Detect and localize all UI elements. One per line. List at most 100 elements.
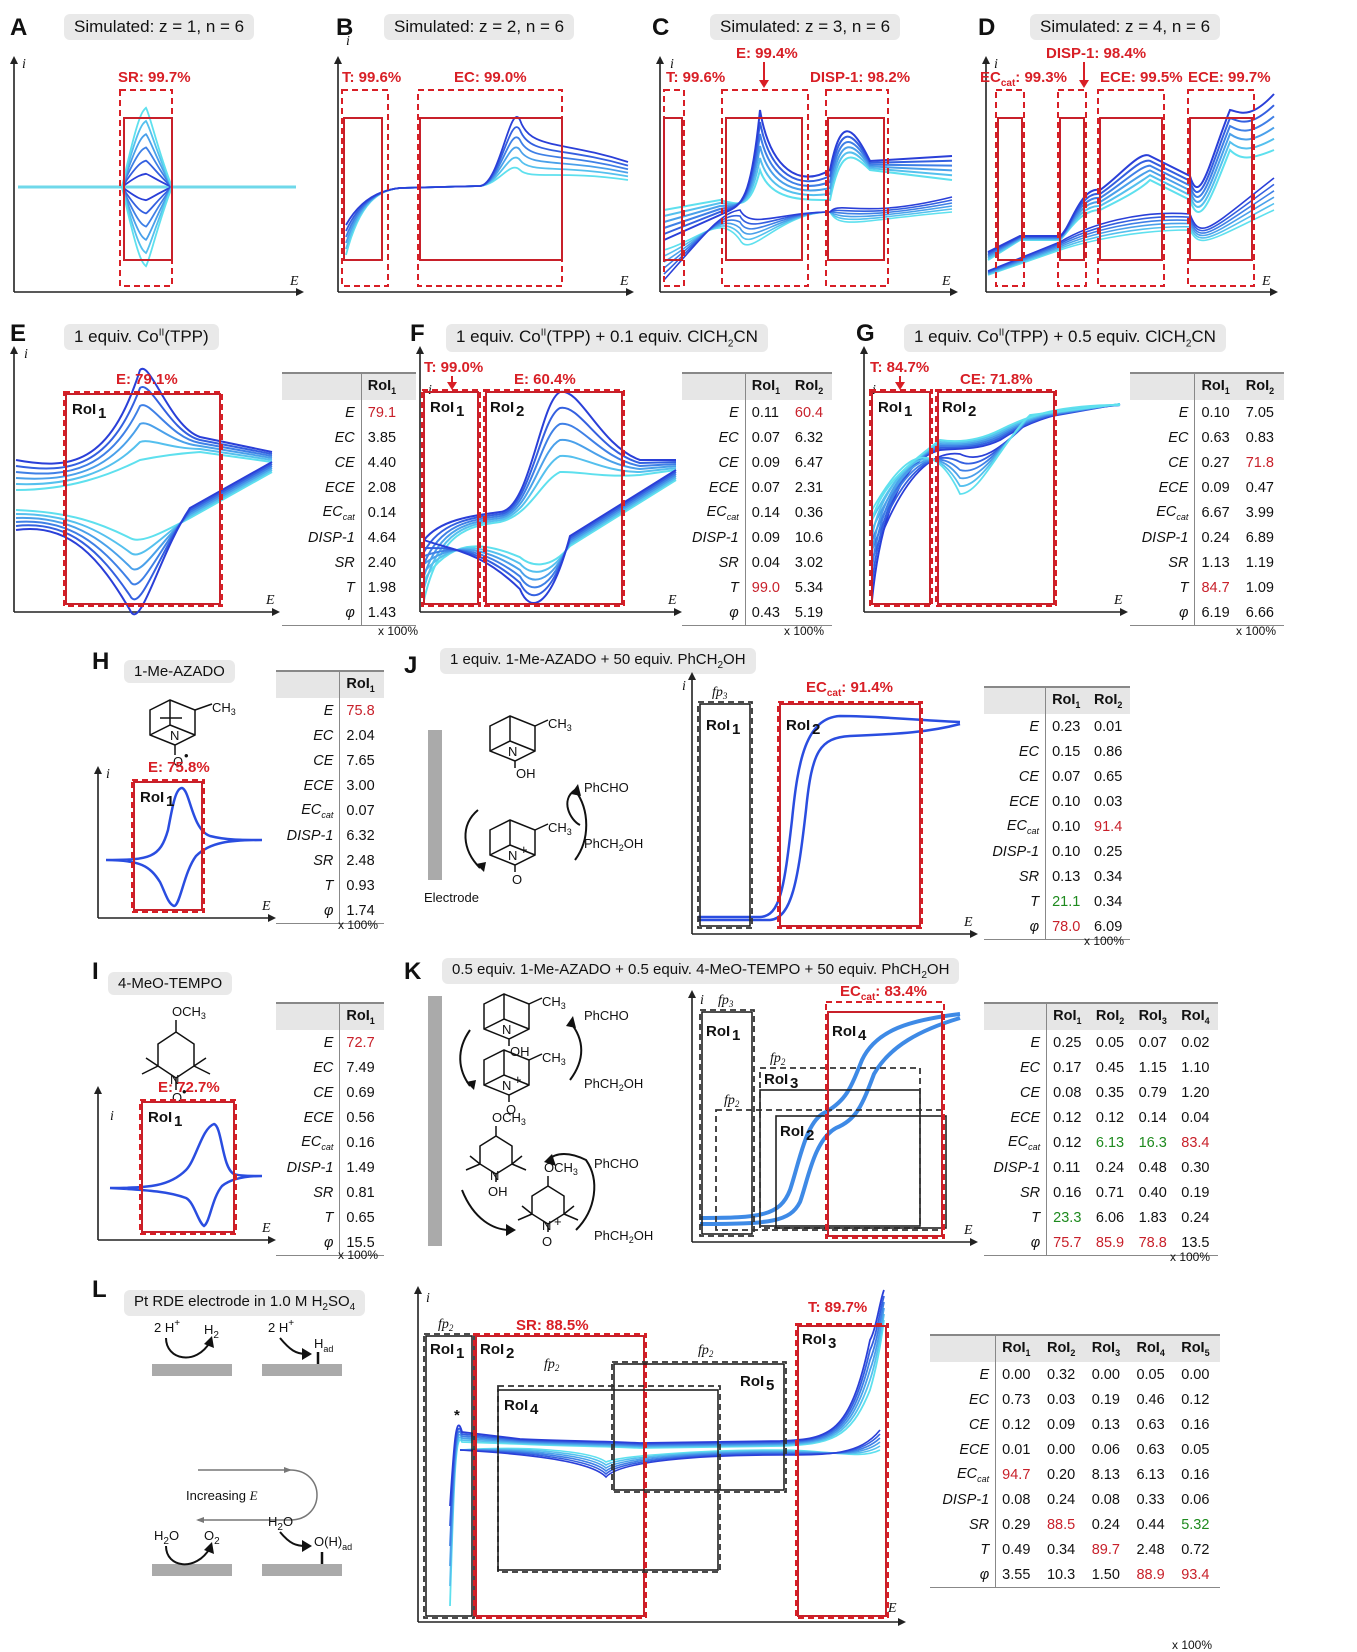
svg-text:+: + (514, 1072, 522, 1087)
svg-text:1: 1 (904, 403, 912, 420)
svg-text:N: N (170, 728, 179, 743)
cv-trace (15, 469, 273, 556)
row-label: DISP-1 (930, 1487, 997, 1512)
svg-text:2: 2 (968, 403, 976, 420)
svg-text:CH3: CH3 (548, 820, 572, 837)
row-label: ECE (984, 789, 1047, 814)
cell: 0.46 (1136, 1391, 1165, 1408)
cell: 60.4 (794, 404, 824, 421)
svg-text:•: • (184, 748, 189, 763)
cv-trace (987, 148, 1275, 261)
plot-f: i E RoI 1 RoI 2 T: 99.0% E: 60.4% (416, 346, 682, 616)
cell: 0.73 (1002, 1391, 1031, 1408)
cell: 6.89 (1245, 529, 1274, 546)
panel-label-k: K (404, 958, 422, 985)
cell: 6.09 (1088, 914, 1130, 940)
svg-text:1: 1 (456, 1345, 464, 1362)
svg-text:O: O (172, 1090, 182, 1105)
axis-e: E (289, 274, 299, 289)
svg-text:+: + (520, 842, 528, 857)
cell: 78.8 (1132, 1230, 1176, 1256)
x100-e: x 100% (378, 624, 419, 638)
svg-text:2: 2 (806, 1127, 814, 1144)
row-label: T (1130, 575, 1196, 600)
cell: 0.12 (1053, 1109, 1082, 1126)
cell: 0.25 (1053, 1034, 1082, 1051)
row-label: SR (282, 550, 362, 575)
x100-g: x 100% (1236, 624, 1277, 638)
cv-trace (15, 461, 273, 616)
svg-text:O2: O2 (204, 1528, 220, 1547)
cv-trace (871, 403, 1121, 511)
cell: 1.20 (1181, 1084, 1210, 1101)
cell: 0.63 (1136, 1416, 1165, 1433)
svg-text:O(H)ad: O(H)ad (314, 1534, 352, 1552)
cell: 2.40 (367, 554, 397, 571)
cv-trace (423, 390, 676, 541)
svg-text:2: 2 (516, 403, 524, 420)
svg-text:RoI: RoI (942, 399, 966, 416)
x100-i: x 100% (338, 1248, 379, 1262)
svg-text:DISP-1: 98.2%: DISP-1: 98.2% (810, 69, 910, 86)
cell: 0.56 (346, 1109, 375, 1126)
cell: 0.16 (1181, 1466, 1210, 1483)
cv-trace (423, 469, 677, 604)
cell: 16.3 (1138, 1134, 1167, 1151)
cv-trace (121, 133, 173, 188)
svg-text:i: i (24, 347, 28, 362)
cell: 0.34 (1094, 868, 1123, 885)
annot-a-sr: SR: 99.7% (118, 69, 191, 86)
svg-text:RoI: RoI (140, 789, 164, 806)
table-h: RoI1 E 75.8 EC 2.04 CE 7.65 ECE 3.00 ECcat 0.07 DIS… (276, 670, 384, 924)
cell: 0.09 (751, 529, 780, 546)
cell: 6.13 (1095, 1134, 1125, 1151)
cell: 0.33 (1136, 1491, 1165, 1508)
cell: 0.07 (1052, 768, 1081, 785)
table-i: RoI1 E 72.7 EC 7.49 CE 0.69 ECE 0.56 ECcat 0.16 DIS… (276, 1002, 384, 1256)
svg-text:RoI: RoI (430, 399, 454, 416)
svg-text:1: 1 (732, 721, 740, 738)
svg-text:RoI: RoI (764, 1071, 788, 1088)
cell: 0.72 (1181, 1541, 1210, 1558)
cell: 83.4 (1181, 1134, 1210, 1151)
cell: 1.50 (1085, 1562, 1131, 1588)
panel-l-title: Pt RDE electrode in 1.0 M H2SO4 (124, 1290, 366, 1316)
plot-b: i E T: 99.6% EC: 99.0% (334, 34, 634, 296)
cell: 3.00 (346, 777, 375, 794)
cv-trace (423, 454, 677, 589)
cell: 0.13 (1052, 868, 1081, 885)
svg-text:RoI: RoI (802, 1331, 826, 1348)
cell: 3.85 (367, 429, 397, 446)
cv-trace (423, 479, 677, 581)
cv-trace (871, 403, 1121, 561)
svg-text:PhCHO: PhCHO (594, 1156, 639, 1171)
cell: 23.3 (1053, 1209, 1082, 1226)
cell: 88.9 (1130, 1562, 1176, 1588)
row-label: CE (984, 764, 1047, 789)
svg-text:fp2: fp2 (438, 1317, 454, 1333)
cell: 5.19 (788, 600, 832, 626)
cell: 21.1 (1052, 893, 1081, 910)
svg-text:T: 99.6%: T: 99.6% (342, 69, 401, 86)
cv-trace (121, 106, 173, 188)
cell: 2.08 (367, 479, 397, 496)
row-label: φ (984, 914, 1047, 940)
plot-k: i E fp3 fp2 fp2 RoI 1 RoI 3 RoI 2 RoI 4 ECca… (688, 983, 978, 1246)
panel-j-title: 1 equiv. 1-Me-AZADO + 50 equiv. PhCH2OH (440, 648, 756, 674)
svg-text:2: 2 (506, 1345, 514, 1362)
cv-trace (449, 1289, 885, 1507)
cell: 0.07 (751, 429, 780, 446)
cell: 0.16 (346, 1134, 375, 1151)
cell: 4.64 (367, 529, 397, 546)
svg-text:RoI: RoI (480, 1341, 504, 1358)
cv-trace (459, 1429, 881, 1479)
cv-trace (449, 1295, 885, 1527)
row-label: DISP-1 (984, 1155, 1048, 1180)
panel-label-i: I (92, 958, 99, 985)
svg-text:i: i (994, 57, 998, 72)
cv-trace (423, 422, 677, 565)
svg-text:E: 75.8%: E: 75.8% (148, 759, 210, 776)
svg-text:PhCHO: PhCHO (584, 1008, 629, 1023)
row-label: T (984, 1205, 1048, 1230)
plot-a: i E SR: 99.7% (10, 56, 304, 296)
